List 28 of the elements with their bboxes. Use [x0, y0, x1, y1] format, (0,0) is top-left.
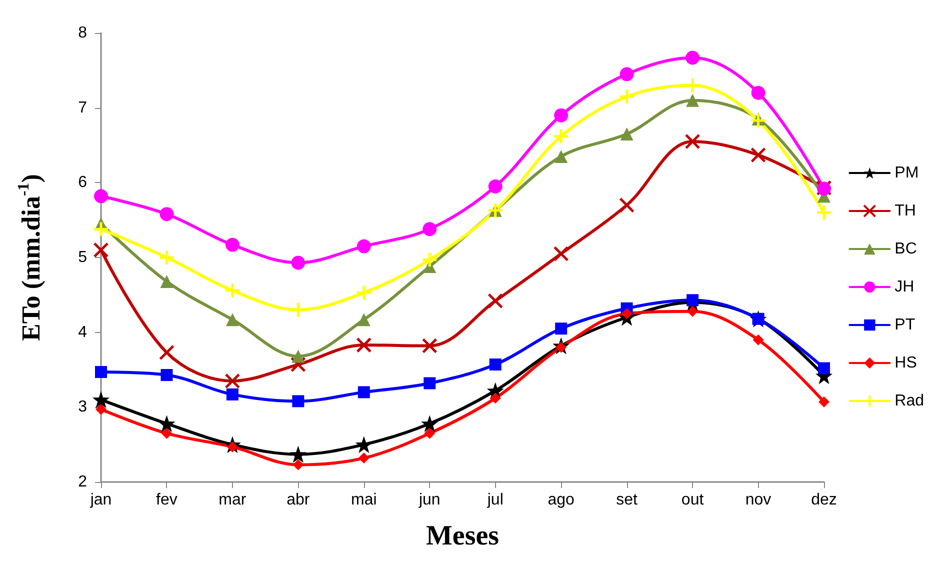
y-tick-label: 6	[78, 174, 88, 192]
legend-label: HS	[894, 354, 917, 372]
x-tick-label: out	[681, 492, 704, 508]
y-tick-label: 5	[78, 249, 88, 266]
x-tick-label: abr	[286, 492, 310, 508]
legend-label: BC	[894, 240, 917, 258]
x-tick-label: mar	[218, 492, 247, 508]
x-tick-label: jul	[486, 492, 504, 508]
legend-label: PT	[894, 316, 916, 334]
x-tick-label: jan	[89, 492, 112, 508]
legend-label: JH	[894, 278, 914, 296]
x-tick-label: fev	[156, 492, 178, 508]
legend-label: PM	[894, 164, 919, 182]
x-tick-label: nov	[745, 492, 772, 508]
y-axis-title: ETo (mm.dia-1)	[16, 174, 46, 341]
y-tick-label: 4	[78, 324, 88, 341]
x-axis-title: Meses	[426, 520, 500, 552]
y-tick-label: 7	[78, 99, 88, 116]
x-tick-label: mai	[351, 492, 377, 508]
legend-label: Rad	[894, 392, 924, 410]
x-tick-label: jun	[418, 492, 440, 508]
y-tick-label: 2	[78, 474, 88, 490]
x-tick-label: ago	[548, 492, 575, 508]
x-tick-label: dez	[811, 492, 837, 508]
legend-label: TH	[894, 202, 916, 220]
y-tick-label: 3	[78, 398, 88, 416]
x-tick-label: set	[616, 492, 638, 508]
y-tick-label: 8	[78, 24, 88, 42]
